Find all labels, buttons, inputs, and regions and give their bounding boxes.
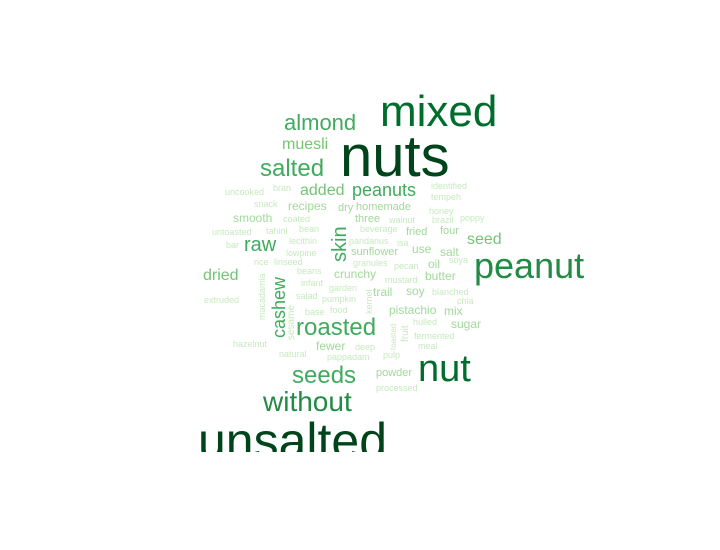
word-skin: skin (329, 226, 351, 262)
word-added: added (300, 182, 345, 199)
word-macadamia: macadamia (257, 273, 267, 320)
word-seed: seed (467, 231, 502, 248)
word-dried: dried (203, 267, 239, 284)
word-poppy: poppy (460, 213, 485, 223)
word-seeds: seeds (292, 362, 357, 389)
word-almond: almond (284, 110, 357, 135)
word-fermented: fermented (414, 331, 455, 341)
word-lowpine: lowpine (286, 248, 317, 258)
word-homemade: homemade (356, 201, 412, 213)
word-identified: identified (431, 181, 468, 191)
word-bar: bar (226, 240, 240, 250)
word-pumpkin: pumpkin (322, 294, 357, 304)
word-toasted: toasted (389, 323, 398, 350)
word-peanut: peanut (474, 245, 585, 286)
word-three: three (355, 213, 381, 225)
word-garden: garden (329, 283, 358, 293)
word-natural: natural (279, 349, 307, 359)
word-muesli: muesli (282, 136, 329, 153)
word-uncooked: uncooked (225, 187, 265, 197)
word-base: base (305, 307, 325, 317)
word-nut: nut (418, 348, 471, 390)
word-pistachio: pistachio (389, 303, 437, 317)
word-meal: meal (418, 341, 438, 351)
word-food: food (330, 305, 348, 315)
word-unsalted: unsalted (198, 413, 388, 452)
word-sesame: sesame (286, 304, 297, 340)
word-tahini: tahini (266, 226, 288, 236)
word-extruded: extruded (204, 295, 240, 305)
word-mix: mix (444, 304, 463, 318)
word-hulled: hulled (413, 317, 438, 327)
word-blanched: blanched (432, 287, 469, 297)
word-chia: chia (457, 296, 474, 306)
word-salted: salted (260, 155, 325, 182)
word-walnut: walnut (389, 215, 416, 225)
word-four: four (440, 225, 459, 237)
word-untoasted: untoasted (212, 227, 252, 237)
word-fried: fried (406, 226, 428, 238)
word-oil: oil (428, 257, 441, 271)
word-pecan: pecan (394, 261, 419, 271)
word-salt: salt (440, 245, 459, 259)
word-tempeh: tempeh (431, 192, 462, 202)
word-crunchy: crunchy (334, 267, 377, 281)
word-honey: honey (429, 206, 454, 216)
word-fruit: fruit (400, 325, 411, 342)
word-sunflower: sunflower (351, 246, 399, 258)
word-bran: bran (273, 183, 292, 193)
word-use: use (412, 242, 432, 256)
word-roasted: roasted (296, 314, 377, 341)
word-beverage: beverage (360, 224, 398, 234)
word-snack: snack (254, 199, 278, 209)
word-soy: soy (406, 284, 425, 298)
word-rice: rice (254, 257, 269, 267)
word-infant: infant (301, 278, 324, 288)
word-soya: soya (449, 255, 469, 265)
word-pappadam: pappadam (327, 352, 370, 362)
word-smooth: smooth (233, 211, 273, 225)
word-brazil: brazil (432, 215, 454, 225)
word-kernel: kernel (364, 289, 374, 314)
word-mustard: mustard (385, 275, 418, 285)
word-coated: coated (283, 214, 311, 224)
word-granules: granules (353, 258, 388, 268)
word-hazelnut: hazelnut (233, 339, 268, 349)
word-fewer: fewer (316, 339, 346, 353)
word-processed: processed (376, 383, 418, 393)
word-bean: bean (299, 224, 320, 234)
word-trail: trail (373, 285, 393, 299)
word-without: without (263, 386, 352, 417)
word-lecithin: lecithin (289, 236, 318, 246)
word-raw: raw (244, 234, 277, 256)
word-linseed: linseed (274, 257, 303, 267)
word-pandanus: pandanus (349, 236, 389, 246)
word-recipes: recipes (288, 199, 327, 213)
word-butter: butter (425, 269, 456, 283)
word-salad: salad (296, 291, 318, 301)
word-pulp: pulp (383, 350, 401, 360)
word-sugar: sugar (451, 317, 482, 331)
word-deep: deep (355, 342, 376, 352)
word-mixed: mixed (380, 87, 498, 136)
word-nuts: nuts (340, 124, 450, 189)
word-isa: isa (397, 238, 409, 248)
word-powder: powder (376, 367, 413, 379)
word-peanuts: peanuts (352, 180, 417, 200)
word-dry: dry (338, 202, 354, 214)
word-beans: beans (297, 266, 322, 276)
word-unsalted-clip: unsalted (190, 410, 430, 452)
